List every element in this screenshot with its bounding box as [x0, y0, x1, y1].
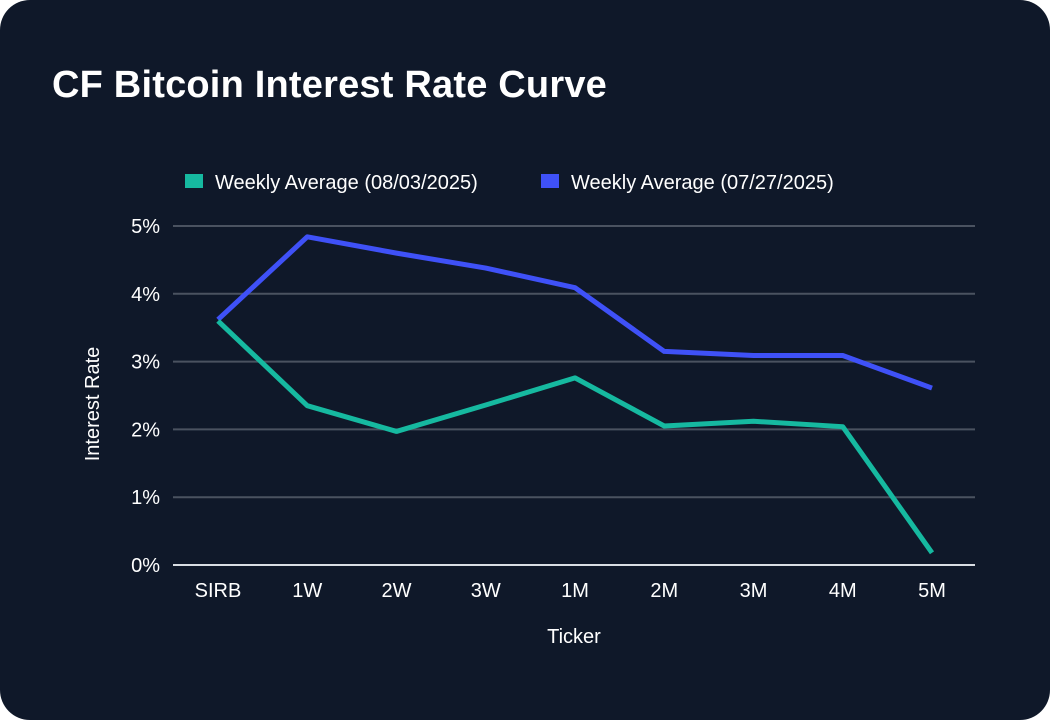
- y-axis-label: Interest Rate: [82, 347, 104, 462]
- x-tick-label: SIRB: [195, 580, 242, 602]
- legend-label: Weekly Average (07/27/2025): [571, 172, 834, 194]
- series-line: [216, 234, 933, 391]
- y-axis-ticks: 0% 1% 2% 3% 4% 5%: [131, 216, 160, 577]
- x-tick-label: 5M: [918, 580, 946, 602]
- y-tick-label: 1%: [131, 487, 160, 509]
- legend: Weekly Average (08/03/2025) Weekly Averag…: [185, 172, 834, 194]
- x-tick-label: 4M: [829, 580, 857, 602]
- x-tick-label: 3W: [471, 580, 501, 602]
- x-tick-label: 1M: [561, 580, 589, 602]
- x-tick-label: 2W: [382, 580, 412, 602]
- y-tick-label: 3%: [131, 352, 160, 374]
- series-lines: [216, 234, 935, 555]
- x-axis-ticks: SIRB 1W 2W 3W 1M 2M 3M 4M 5M: [195, 580, 946, 602]
- x-tick-label: 1W: [292, 580, 322, 602]
- gridlines: [173, 225, 975, 566]
- legend-label: Weekly Average (08/03/2025): [215, 172, 478, 194]
- x-tick-label: 2M: [650, 580, 678, 602]
- y-tick-label: 4%: [131, 284, 160, 306]
- chart-title: CF Bitcoin Interest Rate Curve: [52, 64, 607, 106]
- series-line: [216, 319, 935, 555]
- legend-swatch: [185, 174, 203, 188]
- y-tick-label: 0%: [131, 555, 160, 577]
- x-axis-label: Ticker: [547, 626, 601, 648]
- y-tick-label: 2%: [131, 419, 160, 441]
- legend-swatch: [541, 174, 559, 188]
- y-tick-label: 5%: [131, 216, 160, 238]
- x-tick-label: 3M: [740, 580, 768, 602]
